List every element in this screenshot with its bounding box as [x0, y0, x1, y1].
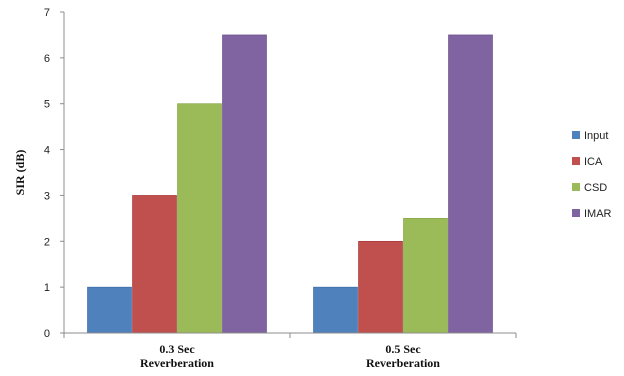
- y-axis-title: SIR (dB): [13, 150, 27, 196]
- bar-input-2: [313, 286, 358, 334]
- x-axis: 0.3 Sec Reverberation 0.5 Sec Reverberation: [63, 332, 517, 370]
- y-tick-label: 1: [44, 282, 50, 294]
- bar-ica-1: [132, 195, 177, 334]
- legend-swatch-imar: [572, 209, 580, 217]
- bar-input-1: [87, 286, 132, 334]
- bar-csd-2: [403, 218, 448, 334]
- legend-swatch-ica: [572, 157, 580, 165]
- legend-label-imar: IMAR: [584, 208, 612, 220]
- legend-label-input: Input: [584, 130, 608, 142]
- y-tick-label: 0: [44, 328, 50, 340]
- x-category-label: 0.5 Sec Reverberation: [366, 342, 440, 370]
- legend: Input ICA CSD IMAR: [572, 130, 612, 220]
- bar-ica-2: [358, 240, 403, 334]
- x-category-label: 0.3 Sec Reverberation: [140, 342, 214, 370]
- bar-imar-2: [448, 34, 493, 334]
- legend-swatch-csd: [572, 183, 580, 191]
- y-axis: 0 1 2 3 4 5 6 7: [44, 7, 65, 340]
- y-tick-label: 5: [44, 99, 50, 111]
- bar-imar-1: [222, 34, 267, 334]
- plot-area: [87, 34, 493, 334]
- bar-csd-1: [177, 103, 222, 334]
- legend-label-csd: CSD: [584, 182, 607, 194]
- legend-label-ica: ICA: [584, 156, 603, 168]
- y-tick-label: 3: [44, 190, 50, 202]
- legend-swatch-input: [572, 131, 580, 139]
- y-tick-label: 7: [44, 7, 50, 19]
- y-tick-label: 6: [44, 53, 50, 65]
- y-tick-label: 4: [44, 145, 50, 157]
- y-tick-label: 2: [44, 236, 50, 248]
